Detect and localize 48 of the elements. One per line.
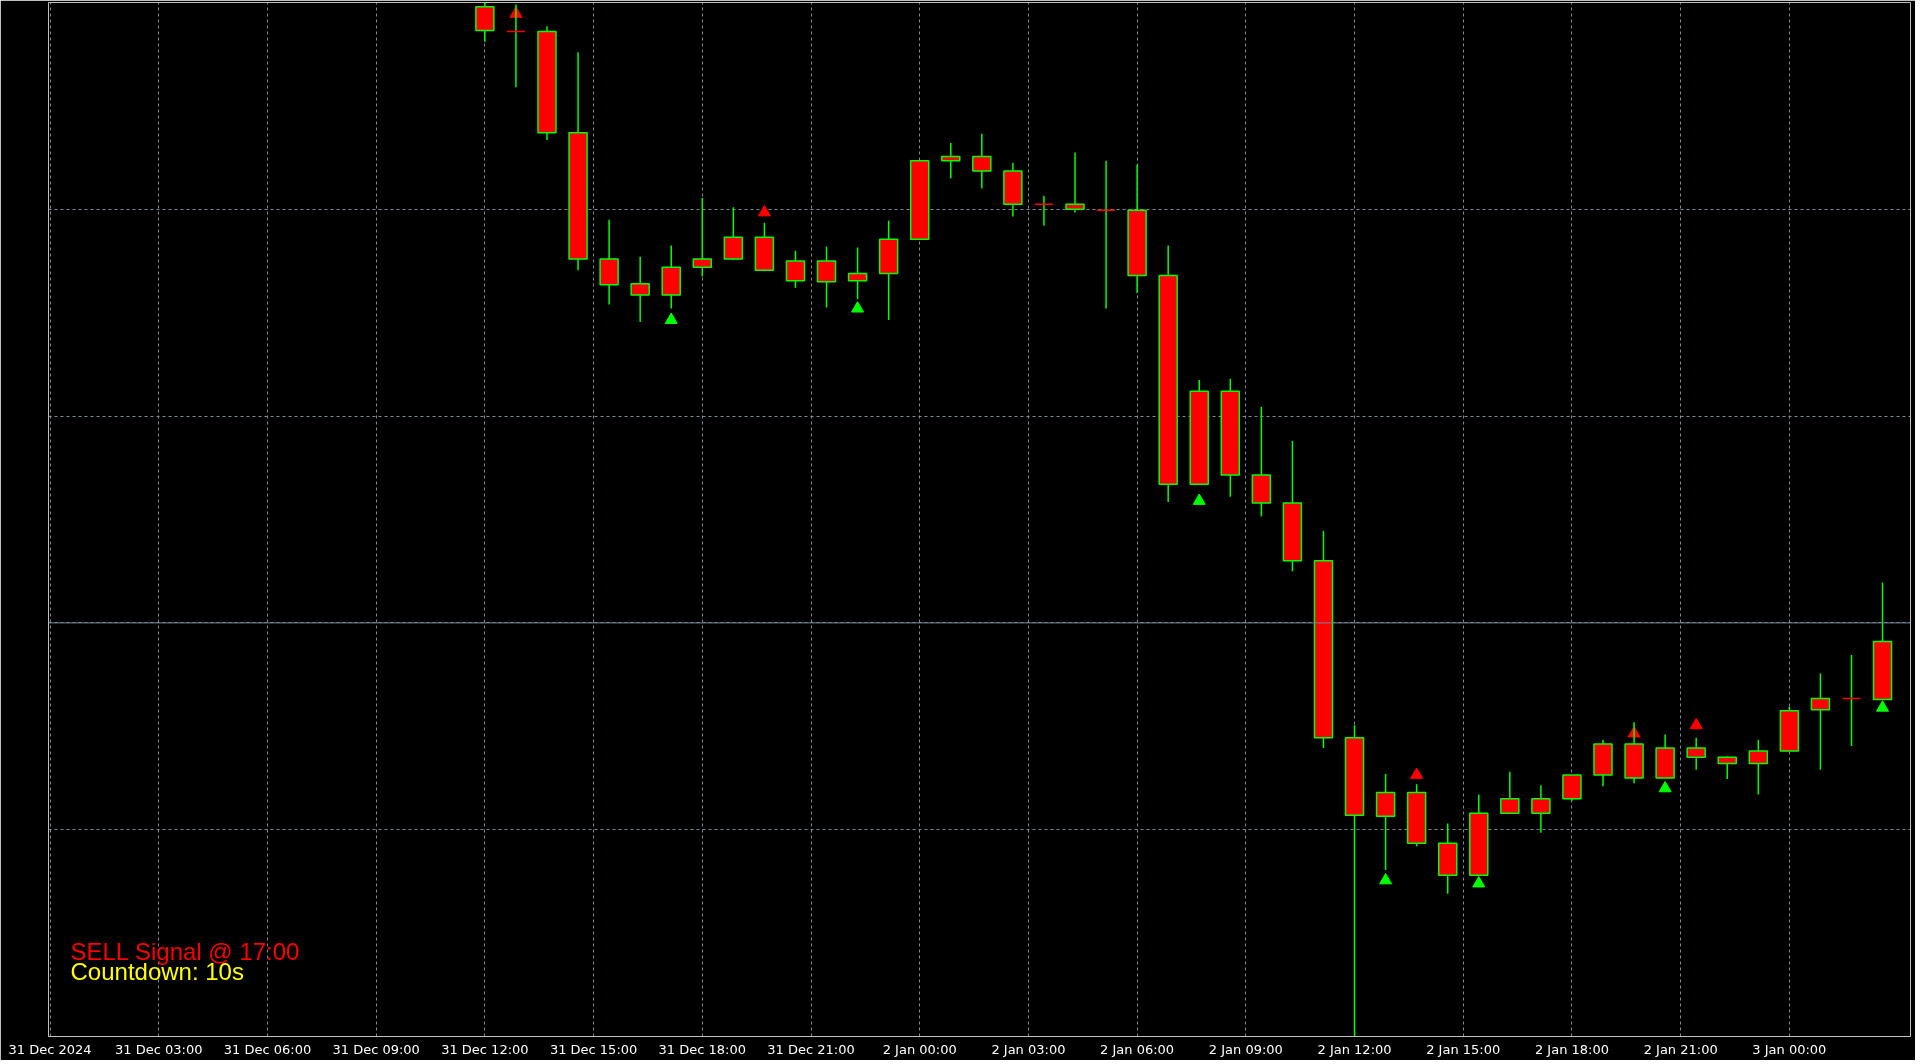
x-tick-label: 2 Jan 21:00 [1643,1041,1718,1057]
candlestick [692,197,713,278]
candlestick [1562,774,1582,802]
candlestick [941,142,961,180]
x-tick-label: 31 Dec 2024 [8,1041,92,1057]
point [1689,717,1703,730]
x-tick-label: 2 Jan 00:00 [882,1041,957,1057]
x-tick-label: 31 Dec 21:00 [767,1041,855,1057]
point [1876,700,1890,712]
point [664,312,678,324]
x-tick-label: 2 Jan 09:00 [1208,1041,1283,1057]
candlestick [1531,784,1551,834]
candlestick [847,246,868,301]
candlestick [1065,151,1085,214]
candlestick [785,249,806,289]
x-tick-label: 2 Jan 18:00 [1534,1041,1609,1057]
candlestick [723,206,744,261]
x-tick-label: 31 Dec 06:00 [223,1041,312,1057]
candlestick [1500,771,1520,814]
candlestick [1034,195,1054,227]
point [757,204,771,217]
x-tick-label: 31 Dec 12:00 [441,1041,529,1057]
point [1658,780,1672,793]
x-tick-label: 2 Jan 03:00 [991,1041,1066,1057]
candlestick [1717,755,1738,780]
candlestick [1841,654,1862,747]
point [851,301,865,313]
candlestick [630,256,650,323]
candlestick [1810,672,1831,771]
point [1379,872,1393,885]
point [1192,493,1206,505]
x-tick-label: 31 Dec 09:00 [332,1041,420,1057]
x-tick-label: 2 Jan 06:00 [1100,1041,1175,1057]
x-tick-label: 31 Dec 03:00 [115,1041,203,1057]
x-tick-label: 2 Jan 15:00 [1426,1041,1501,1057]
candlestick [475,2,495,43]
candlestick [1375,773,1396,871]
x-tick-label: 31 Dec 18:00 [658,1041,747,1057]
candlestick [972,133,992,190]
point [1410,767,1424,779]
candlestick [816,245,837,309]
candlestick [1748,738,1769,796]
x-tick-label: 2 Jan 12:00 [1317,1041,1392,1057]
x-tick-label: 31 Dec 15:00 [549,1041,638,1057]
x-tick-label: 3 Jan 00:00 [1752,1041,1827,1057]
point [1472,876,1486,888]
candlestick [1686,736,1706,771]
candlestick [1096,159,1116,310]
